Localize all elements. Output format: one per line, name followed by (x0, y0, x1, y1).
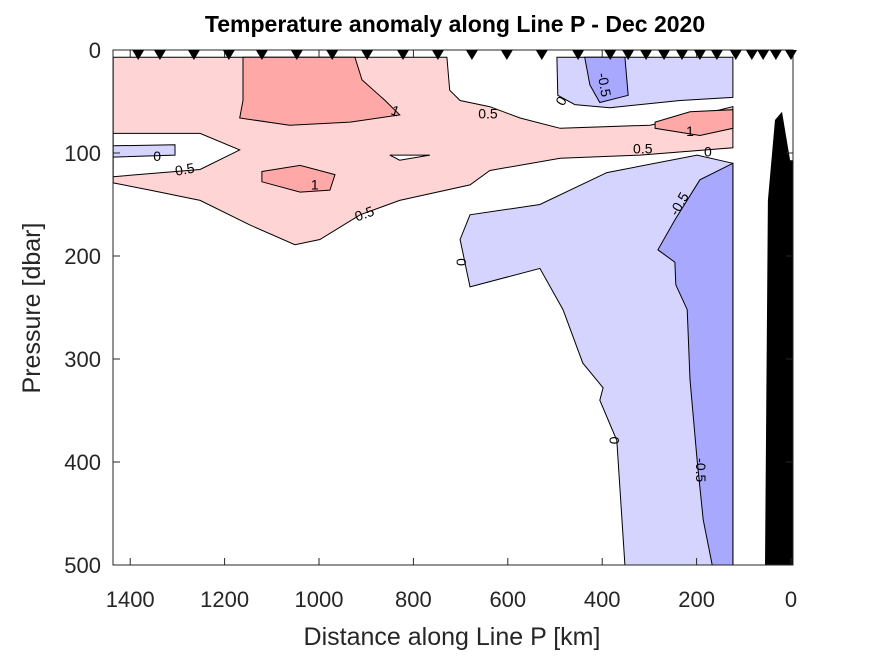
axes-frame (112, 49, 794, 566)
y-tick-label: 0 (89, 38, 101, 63)
x-tick-label: 400 (584, 587, 621, 612)
station-marker-icon (729, 50, 742, 60)
station-marker-icon (187, 50, 200, 60)
contour-label: 0 (606, 436, 622, 444)
contour-label: 0 (704, 144, 712, 160)
y-tick-label: 300 (64, 347, 101, 372)
station-marker-icon (255, 50, 268, 60)
station-marker-icon (572, 50, 585, 60)
contour-label: -0.5 (693, 458, 709, 482)
contour-label: 0.5 (352, 203, 376, 225)
station-marker-icon (535, 50, 548, 60)
bathymetry (765, 111, 793, 565)
contour-regions: 1 0.50-0.510.5 000.510.50-0.50-0.5 (113, 56, 793, 565)
x-tick-label: 1400 (106, 587, 155, 612)
contour-region-neg0 (113, 144, 176, 158)
y-axis-label: Pressure [dbar] (18, 223, 46, 394)
station-marker-icon (361, 50, 374, 60)
contour-label: 1 (311, 177, 319, 193)
contour-region-pos1 (239, 56, 401, 126)
station-marker-icon (757, 50, 770, 60)
station-marker-icon (640, 50, 653, 60)
x-tick-label: 600 (489, 587, 526, 612)
station-marker-icon (658, 50, 671, 60)
station-marker-icon (431, 50, 444, 60)
y-tick-label: 200 (64, 244, 101, 269)
station-marker-icon (326, 50, 339, 60)
x-tick-label: 200 (678, 587, 715, 612)
contour-label: 0 (453, 258, 469, 266)
chart-title: Temperature anomaly along Line P - Dec 2… (205, 11, 705, 37)
contour-region-neg0 (556, 56, 734, 109)
contour-label: 0 (153, 148, 161, 164)
station-marker-icon (397, 50, 410, 60)
station-marker-icon (622, 50, 635, 60)
station-marker-icon (710, 50, 723, 60)
station-marker-icon (132, 50, 145, 60)
station-marker-icon (465, 50, 478, 60)
y-tick-label: 500 (64, 553, 101, 578)
x-axis-label: Distance along Line P [km] (304, 623, 601, 651)
contour-region-neg05 (584, 56, 629, 104)
station-marker-icon (500, 50, 513, 60)
contour-label: 0.5 (478, 106, 498, 122)
station-marker-icon (769, 50, 782, 60)
station-marker-icon (693, 50, 706, 60)
station-marker-icon (745, 50, 758, 60)
station-marker-icon (675, 50, 688, 60)
contour-label: -0.5 (594, 72, 614, 99)
y-tick-label: 100 (64, 141, 101, 166)
contour-label: 1 (686, 123, 694, 139)
x-tick-label: 0 (785, 587, 797, 612)
x-tick-label: 800 (395, 587, 432, 612)
contour-region-pos1 (261, 164, 336, 193)
contour-region-zero (389, 154, 430, 161)
contour-region-pos1 (654, 109, 734, 137)
station-marker-icon (604, 50, 617, 60)
contour-region-neg05 (657, 162, 734, 565)
x-tick-label: 1200 (200, 587, 249, 612)
station-marker-icon (785, 50, 797, 60)
y-tick-label: 400 (64, 450, 101, 475)
contour-label: 0.5 (174, 160, 196, 179)
contour-region-neg0 (459, 154, 734, 565)
station-marker-icon (290, 50, 303, 60)
station-marker-icon (153, 50, 166, 60)
station-marker-icon (222, 50, 235, 60)
contour-label: 0.5 (633, 141, 653, 157)
x-tick-label: 1000 (295, 587, 344, 612)
